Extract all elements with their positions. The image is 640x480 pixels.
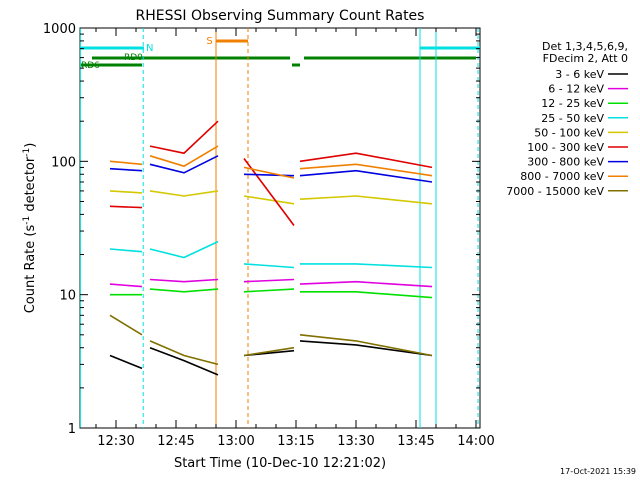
y-axis-label: Count Rate (s-1 detector-1) bbox=[22, 143, 38, 314]
event-markers bbox=[79, 28, 479, 428]
y-axis: 1 10 100 1000 bbox=[43, 22, 480, 437]
legend-header: Det 1,3,4,5,6,9, bbox=[542, 40, 628, 53]
x-axis: 12:30 12:45 13:00 13:15 13:30 13:45 14:00 bbox=[95, 28, 495, 449]
observing-flags: N S RD0 RD6 bbox=[80, 36, 480, 71]
series-line bbox=[109, 340, 433, 376]
legend-label: 25 - 50 keV bbox=[541, 112, 604, 125]
y-tick-label: 1 bbox=[68, 422, 76, 437]
legend-label: 6 - 12 keV bbox=[548, 83, 604, 96]
legend-label: 300 - 800 keV bbox=[527, 156, 604, 169]
y-tick-label: 10 bbox=[59, 289, 76, 304]
series-line bbox=[110, 288, 433, 299]
legend-label: 100 - 300 keV bbox=[527, 141, 604, 154]
series-line bbox=[109, 190, 433, 205]
legend: Det 1,3,4,5,6,9,FDecim 2, Att 0 3 - 6 keV… bbox=[506, 40, 628, 198]
chart-title: RHESSI Observing Summary Count Rates bbox=[136, 8, 425, 24]
y-tick-label: 100 bbox=[51, 155, 76, 170]
x-tick-label: 12:45 bbox=[157, 434, 194, 449]
x-axis-label: Start Time (10-Dec-10 12:21:02) bbox=[174, 456, 386, 471]
saa-flag-label: S bbox=[206, 36, 212, 47]
night-flag-label: N bbox=[146, 43, 153, 54]
series-group bbox=[109, 120, 433, 376]
y-tick-label: 1000 bbox=[43, 22, 76, 37]
rd0-flag-label: RD0 bbox=[124, 53, 143, 63]
x-tick-label: 13:00 bbox=[217, 434, 254, 449]
legend-label: 12 - 25 keV bbox=[541, 97, 604, 110]
timestamp: 17-Oct-2021 15:39 bbox=[560, 467, 636, 476]
legend-label: 50 - 100 keV bbox=[534, 126, 604, 139]
x-tick-label: 12:30 bbox=[97, 434, 134, 449]
legend-label: 800 - 7000 keV bbox=[520, 170, 604, 183]
x-tick-label: 13:45 bbox=[397, 434, 434, 449]
series-line bbox=[109, 120, 433, 226]
series-line bbox=[109, 240, 433, 269]
series-line bbox=[109, 155, 433, 183]
legend-label: 3 - 6 keV bbox=[555, 68, 604, 81]
series-line bbox=[109, 145, 433, 179]
x-tick-label: 13:30 bbox=[337, 434, 374, 449]
legend-label: 7000 - 15000 keV bbox=[506, 185, 604, 198]
series-line bbox=[109, 278, 433, 288]
rd6-flag-label: RD6 bbox=[81, 61, 100, 71]
legend-header: FDecim 2, Att 0 bbox=[543, 52, 628, 65]
x-tick-label: 13:15 bbox=[277, 434, 314, 449]
x-tick-label: 14:00 bbox=[457, 434, 494, 449]
series-line bbox=[109, 314, 433, 366]
